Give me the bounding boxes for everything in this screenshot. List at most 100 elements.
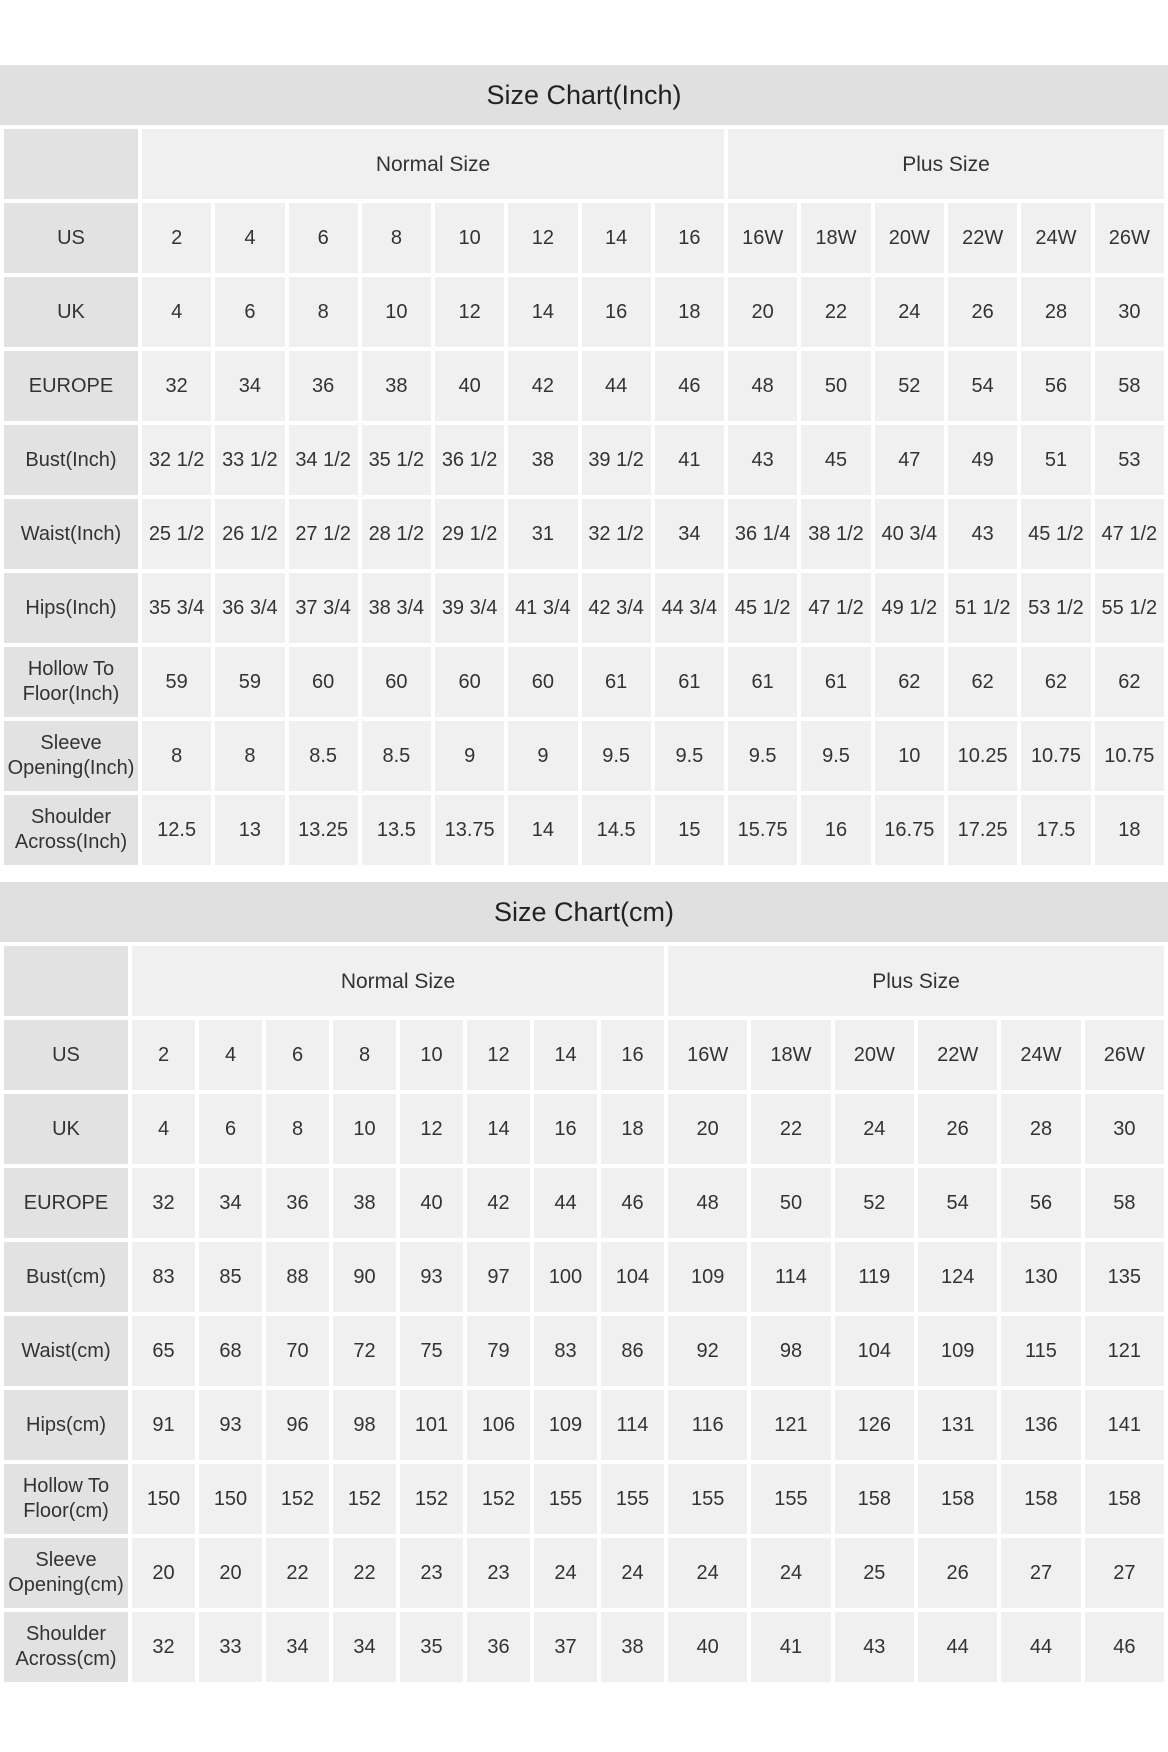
table-row: Hips(cm) 91 93 96 98 101 106 109 114 116 121 126 131… <box>4 1390 1165 1460</box>
table-cell: 32 <box>132 1612 195 1682</box>
table-cell: 152 <box>400 1464 463 1534</box>
table-cell: 56 <box>1021 351 1091 421</box>
table-cell: 28 <box>1001 1094 1081 1164</box>
table-cell: 30 <box>1094 277 1165 347</box>
row-label: UK <box>4 1094 128 1164</box>
table-cell: 6 <box>288 203 358 273</box>
table-cell: 16 <box>601 1020 664 1090</box>
table-cell: 24W <box>1001 1020 1081 1090</box>
row-label: Hollow To Floor(cm) <box>4 1464 128 1534</box>
table-cell: 109 <box>668 1242 748 1312</box>
table-cell: 20W <box>834 1020 914 1090</box>
table-cell: 61 <box>801 647 871 717</box>
table-cell: 14 <box>508 795 578 865</box>
table-cell: 155 <box>751 1464 831 1534</box>
table-cell: 16W <box>728 203 798 273</box>
table-cell: 18W <box>801 203 871 273</box>
table-row: Sleeve Opening(Inch) 8 8 8.5 8.5 9 9 9.5 9.5 9.5 9… <box>4 721 1165 791</box>
table-cell: 20 <box>132 1538 195 1608</box>
table-cell: 39 3/4 <box>435 573 505 643</box>
table-cell: 23 <box>400 1538 463 1608</box>
table-cell: 97 <box>467 1242 530 1312</box>
table-cell: 116 <box>668 1390 748 1460</box>
table-cell: 41 3/4 <box>508 573 578 643</box>
table-cell: 20 <box>728 277 798 347</box>
table-cell: 16 <box>654 203 724 273</box>
table-row: Bust(cm) 83 85 88 90 93 97 100 104 109 114 119 124 13… <box>4 1242 1165 1312</box>
table-cell: 22 <box>266 1538 329 1608</box>
table-cell: 48 <box>728 351 798 421</box>
table-cell: 44 <box>1001 1612 1081 1682</box>
table-cell: 28 <box>1021 277 1091 347</box>
table-cell: 45 1/2 <box>728 573 798 643</box>
table-cell: 33 <box>199 1612 262 1682</box>
table-cell: 32 1/2 <box>142 425 212 495</box>
table-cell: 56 <box>1001 1168 1081 1238</box>
table-cell: 9 <box>435 721 505 791</box>
table-cell: 60 <box>361 647 431 717</box>
table-cell: 8 <box>215 721 285 791</box>
table-cell: 55 1/2 <box>1094 573 1165 643</box>
table-cell: 75 <box>400 1316 463 1386</box>
table-row: Waist(Inch) 25 1/2 26 1/2 27 1/2 28 1/2 29 1/… <box>4 499 1165 569</box>
table-cell: 38 <box>333 1168 396 1238</box>
table-cell: 158 <box>917 1464 998 1534</box>
table-cell: 13.25 <box>288 795 358 865</box>
table-cell: 79 <box>467 1316 530 1386</box>
table-cell: 53 <box>1094 425 1165 495</box>
table-cell: 53 1/2 <box>1021 573 1091 643</box>
table-row: Sleeve Opening(cm) 20 20 22 22 23 23 24 24 24 24 25… <box>4 1538 1165 1608</box>
table-cell: 24 <box>834 1094 914 1164</box>
table-cell: 2 <box>142 203 212 273</box>
table-cell: 8.5 <box>361 721 431 791</box>
table-cell: 36 <box>288 351 358 421</box>
table-cell: 16 <box>534 1094 597 1164</box>
table-cell: 51 <box>1021 425 1091 495</box>
table-cell: 155 <box>668 1464 748 1534</box>
table-cell: 9 <box>508 721 578 791</box>
table-cell: 35 3/4 <box>142 573 212 643</box>
table-cell: 26 <box>917 1538 998 1608</box>
table-cell: 68 <box>199 1316 262 1386</box>
table-cell: 49 1/2 <box>874 573 944 643</box>
table-cell: 20 <box>199 1538 262 1608</box>
table-cell: 38 1/2 <box>801 499 871 569</box>
table-cell: 98 <box>333 1390 396 1460</box>
table-cell: 10.75 <box>1094 721 1165 791</box>
table-cell: 51 1/2 <box>947 573 1018 643</box>
table-cell: 150 <box>199 1464 262 1534</box>
table-cell: 20W <box>874 203 944 273</box>
table-cell: 50 <box>801 351 871 421</box>
table-cell: 9.5 <box>581 721 651 791</box>
table-cell: 98 <box>751 1316 831 1386</box>
table-cell: 59 <box>142 647 212 717</box>
table-cell: 22 <box>751 1094 831 1164</box>
table-cell: 37 <box>534 1612 597 1682</box>
table-cell: 4 <box>199 1020 262 1090</box>
size-chart-cm: Size Chart(cm) Normal Size Plus Size US 2 4 6 8… <box>0 882 1168 1686</box>
table-cell: 38 <box>601 1612 664 1682</box>
table-cell: 115 <box>1001 1316 1081 1386</box>
table-cell: 32 <box>142 351 212 421</box>
table-cell: 8 <box>333 1020 396 1090</box>
table-cell: 44 <box>581 351 651 421</box>
table-cell: 27 1/2 <box>288 499 358 569</box>
table-cell: 34 <box>333 1612 396 1682</box>
row-label: Hips(cm) <box>4 1390 128 1460</box>
table-cell: 121 <box>1084 1316 1165 1386</box>
table-cell: 16W <box>668 1020 748 1090</box>
table-cell: 12 <box>508 203 578 273</box>
table-cell: 32 <box>132 1168 195 1238</box>
table-cell: 52 <box>834 1168 914 1238</box>
table-cell: 93 <box>400 1242 463 1312</box>
table-cell: 158 <box>834 1464 914 1534</box>
table-cell: 14 <box>534 1020 597 1090</box>
table-cell: 92 <box>668 1316 748 1386</box>
table-cell: 15 <box>654 795 724 865</box>
table-cell: 124 <box>917 1242 998 1312</box>
table-cell: 42 <box>467 1168 530 1238</box>
table-cell: 83 <box>534 1316 597 1386</box>
table-cell: 43 <box>728 425 798 495</box>
table-cell: 13.5 <box>361 795 431 865</box>
table-cell: 60 <box>435 647 505 717</box>
